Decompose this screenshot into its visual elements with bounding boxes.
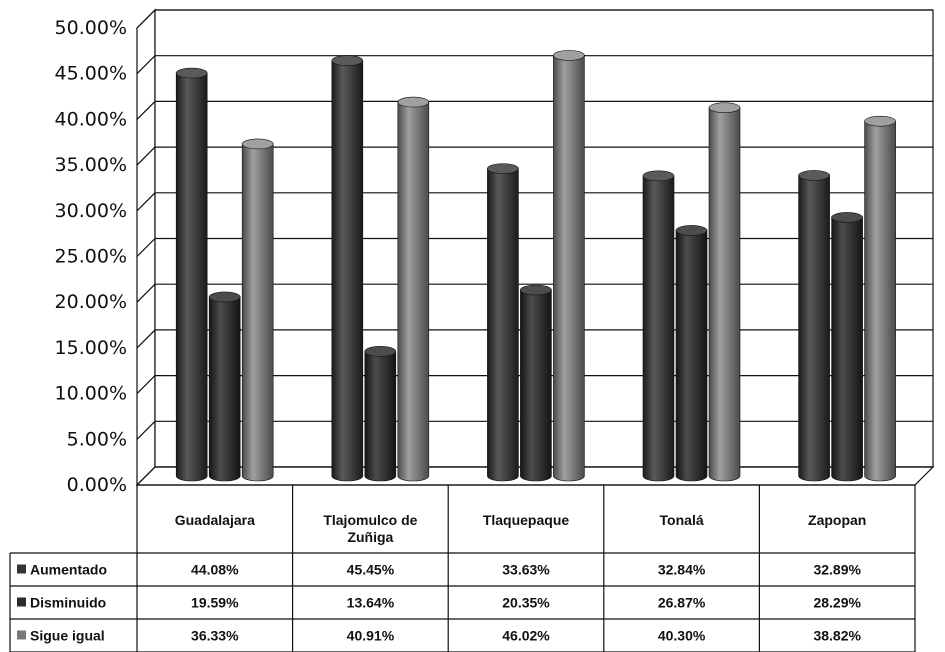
data-label: 46.02% [502, 628, 550, 644]
bar-disminuido [831, 212, 863, 482]
data-label: 36.33% [191, 628, 239, 644]
gridline-side [136, 55, 156, 75]
data-label: 40.91% [347, 628, 395, 644]
category-label: Tonalá [660, 512, 704, 528]
gridline-side [136, 283, 156, 303]
bar-aumentado [642, 170, 675, 482]
bar-aumentado [798, 170, 830, 482]
y-axis-ticks: 0.00% 5.00% 10.00% 15.00% 20.00% 25.00% 30.00%… [55, 17, 127, 496]
category-label: Guadalajara [175, 512, 255, 528]
data-label: 26.87% [658, 595, 706, 611]
bar-sigue-igual [553, 50, 585, 482]
data-label: 28.29% [813, 595, 861, 611]
series-label: Aumentado [30, 562, 107, 578]
y-tick-label: 10.00% [55, 383, 127, 405]
y-tick-label: 35.00% [55, 154, 127, 176]
data-table: Guadalajara Tlajomulco de Zuñiga Tlaquepaqu… [9, 484, 916, 652]
gridline-side [136, 329, 156, 349]
data-label: 38.82% [813, 628, 861, 644]
bar-disminuido [520, 284, 552, 482]
bars [175, 50, 896, 482]
data-label: 44.08% [191, 562, 239, 578]
data-label: 20.35% [502, 595, 550, 611]
bar-disminuido [675, 225, 708, 482]
bar-disminuido [208, 291, 241, 482]
gridline-side [136, 466, 156, 486]
y-tick-label: 40.00% [55, 108, 127, 130]
bar-aumentado [331, 55, 364, 482]
y-tick-label: 45.00% [55, 63, 127, 85]
legend-key [17, 630, 26, 640]
data-label: 40.30% [658, 628, 706, 644]
category-label: Tlajomulco de Zuñiga [323, 512, 417, 545]
data-label: 33.63% [502, 562, 550, 578]
bar-aumentado [175, 67, 208, 482]
bar-aumentado [487, 163, 519, 482]
y-tick-label: 0.00% [67, 474, 127, 496]
legend-key [17, 564, 26, 574]
gridline-side [136, 420, 156, 440]
bar-sigue-igual [397, 96, 430, 482]
y-tick-label: 50.00% [55, 17, 127, 39]
gridline-side [136, 238, 156, 257]
gridline-side [136, 9, 156, 29]
bar-sigue-igual [864, 115, 896, 482]
y-tick-label: 15.00% [55, 337, 127, 359]
data-label: 45.45% [347, 562, 395, 578]
series-label: Disminuido [30, 595, 106, 611]
data-label: 32.84% [658, 562, 706, 578]
data-label: 13.64% [347, 595, 395, 611]
y-tick-label: 30.00% [55, 200, 127, 222]
gridline-side [136, 100, 156, 120]
legend-key [17, 597, 26, 607]
bar-disminuido [364, 346, 397, 482]
gridline-side [136, 375, 156, 395]
data-label: 32.89% [813, 562, 861, 578]
category-label: Zapopan [808, 512, 866, 528]
category-label: Tlaquepaque [483, 512, 570, 528]
y-tick-label: 20.00% [55, 291, 127, 313]
data-label: 19.59% [191, 595, 239, 611]
gridline-side [136, 192, 156, 212]
bar-sigue-igual [708, 102, 741, 482]
gridline-side [136, 146, 156, 166]
bar-sigue-igual [241, 138, 274, 482]
y-tick-label: 5.00% [67, 428, 127, 450]
y-tick-label: 25.00% [55, 246, 127, 268]
series-label: Sigue igual [30, 628, 105, 644]
